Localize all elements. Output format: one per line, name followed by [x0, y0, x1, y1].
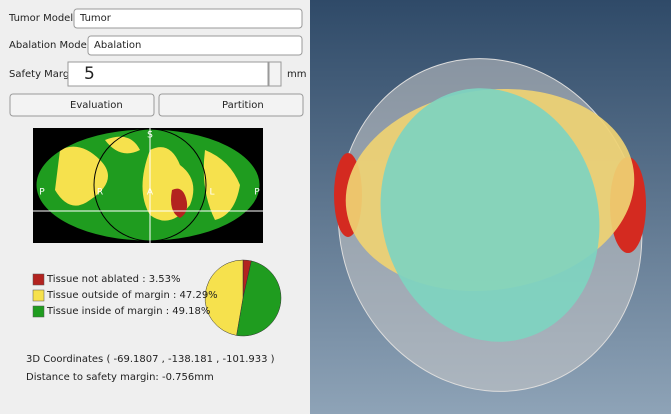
legend-separator: : — [163, 306, 173, 317]
ablation-model-select[interactable] — [87, 35, 303, 56]
legend-category: Tissue inside of margin — [46, 306, 163, 317]
map-grid — [33, 128, 263, 243]
distance: Distance to safety margin: -0.756mm — [26, 372, 214, 383]
coordinates: 3D Coordinates ( -69.1807 , -138.181 , -… — [26, 354, 275, 365]
legend-label: Tissue not ablated : 3.53% — [46, 274, 181, 285]
evaluation-text: Evaluation — [70, 100, 123, 111]
legend-category: Tissue not ablated — [46, 274, 139, 285]
legend-value: 47.29% — [180, 290, 218, 301]
legend-swatch — [32, 305, 45, 318]
ablation-model-value: Abalation — [94, 40, 141, 51]
map-letter: I — [149, 232, 152, 242]
tumor-model-label: Tumor Model: — [8, 13, 76, 24]
legend-value: 3.53% — [149, 274, 181, 285]
tumor-model-value: Tumor — [79, 13, 112, 24]
safety-margin-value: 5 — [84, 64, 95, 84]
safety-margin-unit: mm — [287, 69, 306, 80]
pie-slice — [236, 260, 282, 337]
spin-box[interactable] — [268, 61, 282, 87]
legend-separator: : — [170, 290, 180, 301]
map-letter: L — [209, 188, 214, 198]
legend-category: Tissue outside of margin — [46, 290, 170, 301]
pie-slice — [204, 259, 244, 336]
map-letter: R — [97, 188, 103, 198]
safety-margin-input[interactable] — [67, 61, 269, 87]
tumor-model-select[interactable] — [73, 8, 303, 29]
safety-margin-label: Safety Margin: — [9, 69, 82, 80]
3d-model — [334, 58, 646, 392]
legend-value: 49.18% — [172, 306, 210, 317]
evaluation-button[interactable] — [9, 93, 155, 117]
map-letter: S — [147, 131, 153, 141]
legend-label: Tissue outside of margin : 47.29% — [46, 290, 218, 301]
legend-swatch — [32, 289, 45, 302]
partition-text: Partition — [222, 100, 264, 111]
ablation-model-label: Abalation Model: — [9, 40, 93, 51]
legend-swatch — [32, 273, 45, 286]
map-letter: A — [147, 188, 154, 198]
legend-label: Tissue inside of margin : 49.18% — [46, 306, 210, 317]
map-letter: P — [254, 188, 260, 198]
map-letter: P — [39, 188, 45, 198]
legend-separator: : — [139, 274, 149, 285]
partition-button[interactable] — [158, 93, 304, 117]
